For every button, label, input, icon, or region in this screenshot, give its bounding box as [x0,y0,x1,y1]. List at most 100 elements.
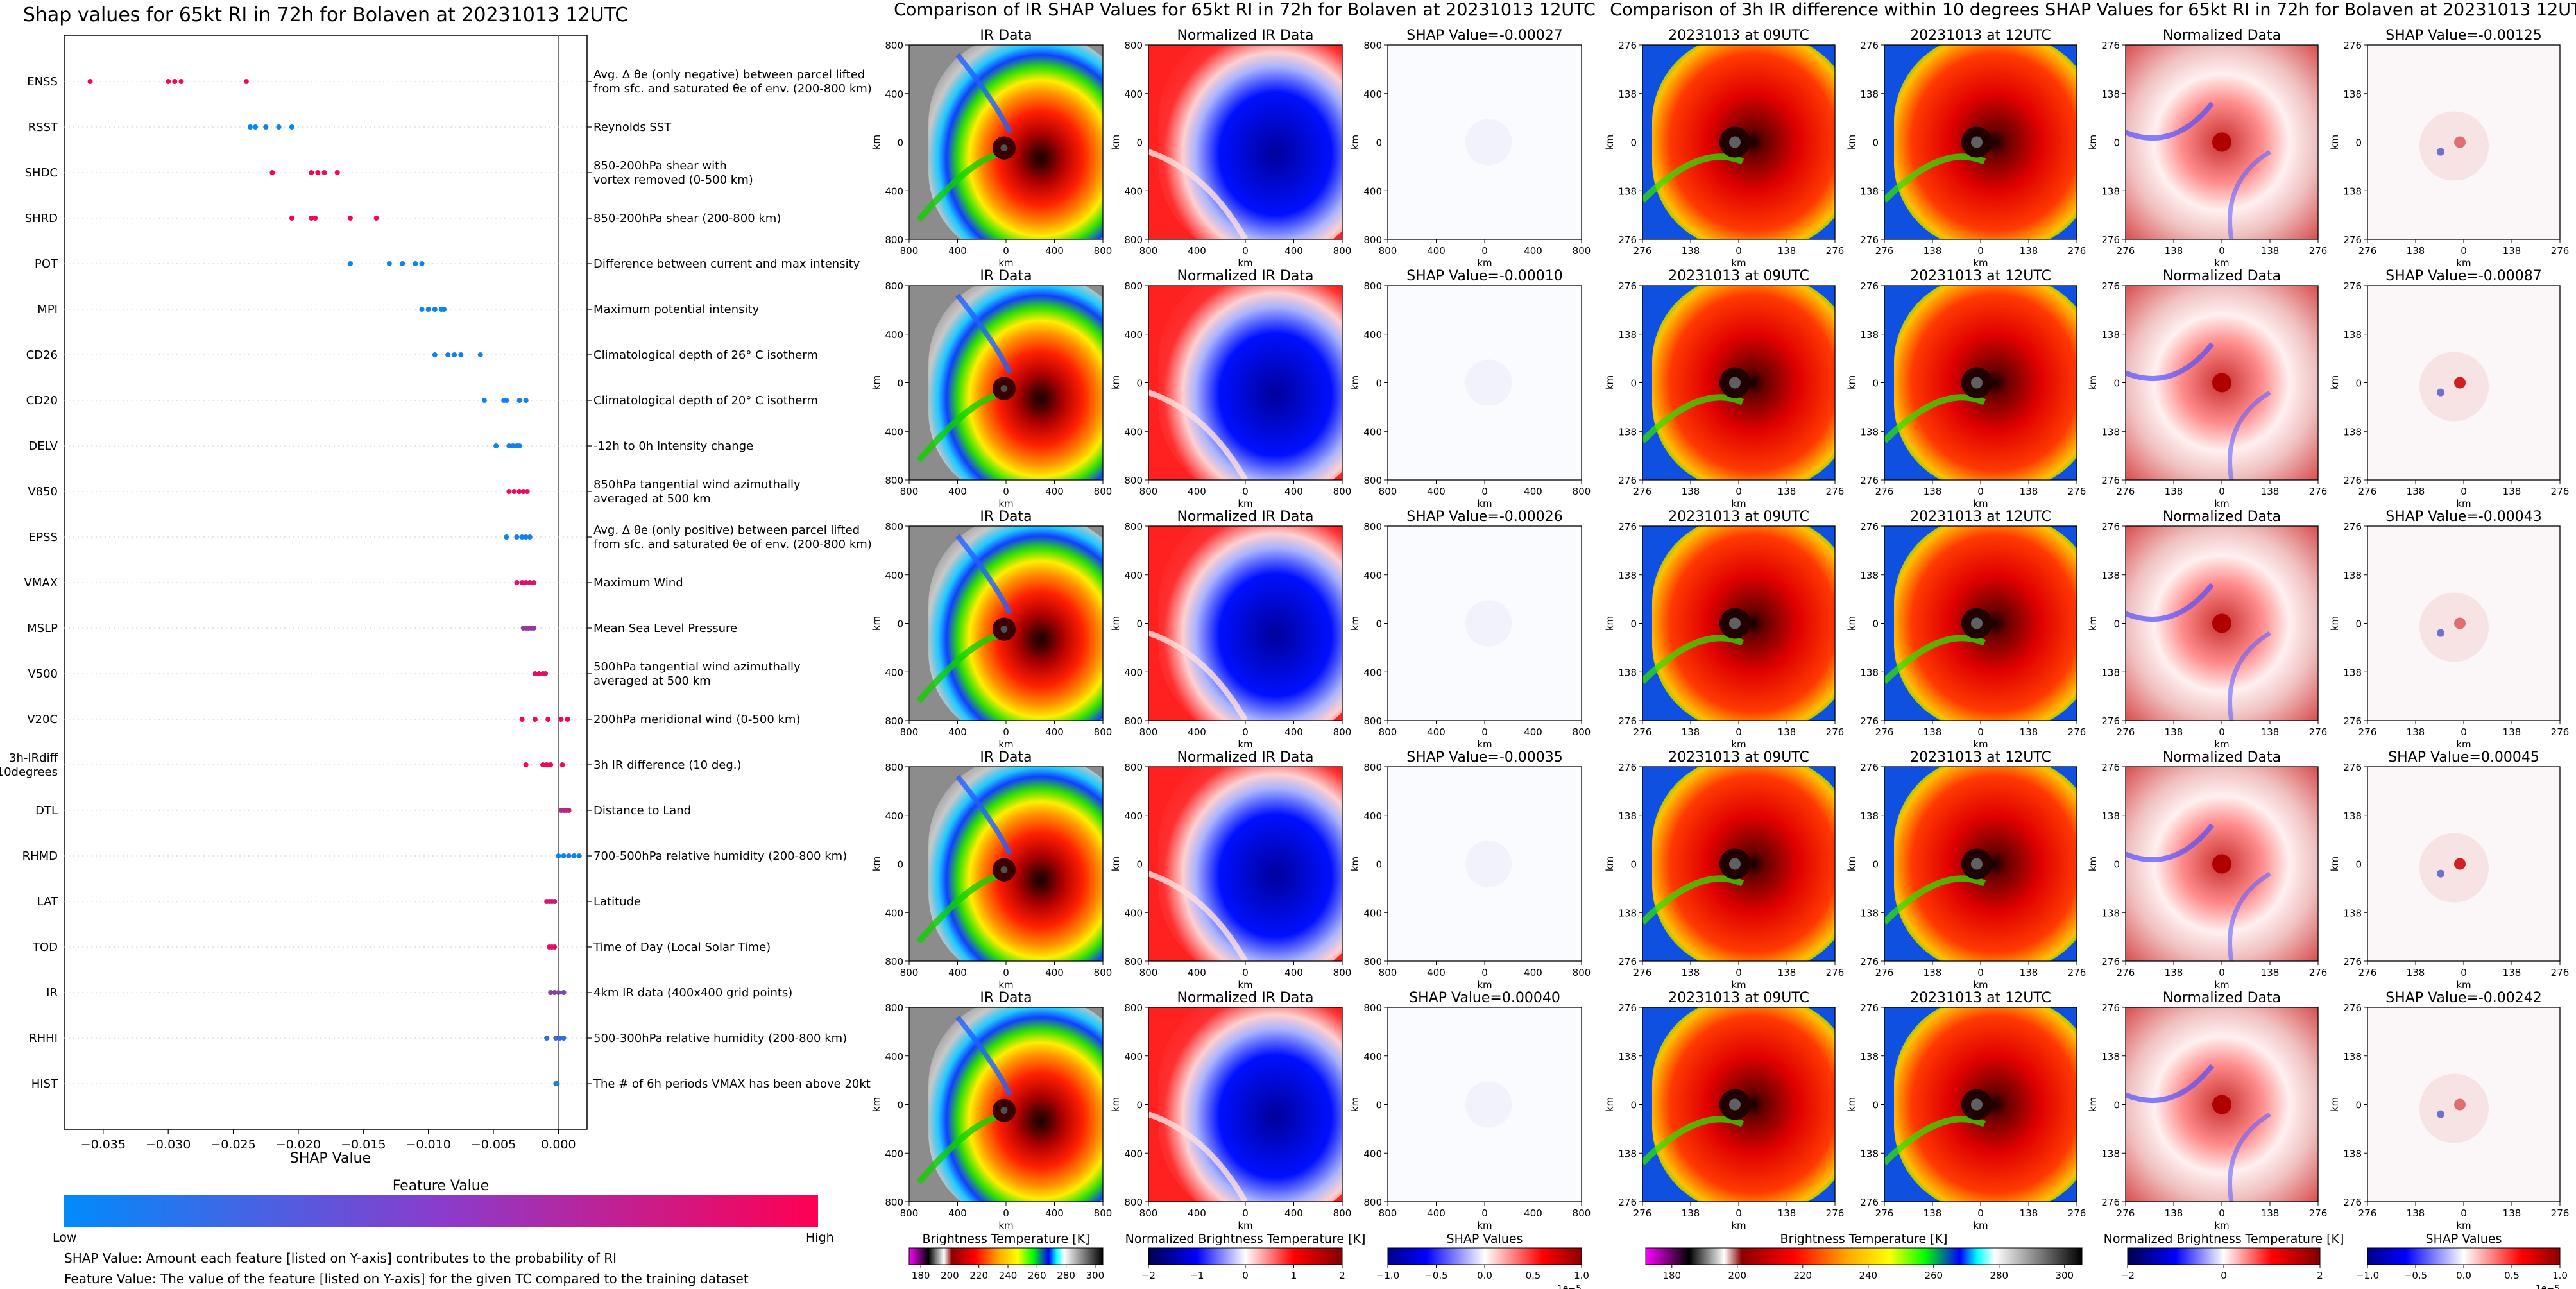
y-axis-label: km [1604,857,1616,871]
y-tick-label: 400 [1124,1148,1143,1159]
diff-ir-cloud [1652,1007,1835,1202]
image-panel: 20231013 at 12UTC27627613813800138138276… [1846,509,2086,750]
image-panel: SHAP Value=-0.00010800800400400004004008… [1349,268,1591,509]
colorbar-high-label: High [806,1231,834,1245]
y-tick-label: 138 [1618,907,1637,919]
y-tick-label: 138 [2343,1051,2362,1063]
y-tick-label: 0 [1630,1100,1637,1111]
panel-image [1884,286,2077,480]
shap-point [309,216,314,221]
diff-norm-band [2126,1064,2215,1103]
diff-ir-eye [1971,136,1983,148]
y-tick-label: 400 [885,1051,903,1063]
diff-shap-core [2454,1098,2466,1111]
y-tick-label: 800 [1124,521,1143,533]
x-axis-label: km [998,738,1013,750]
panel-image [2126,286,2318,480]
shap-point [519,717,525,722]
colorbar-tick-label: 200 [1728,1270,1746,1281]
y-tick-label: 400 [1363,89,1382,100]
y-tick-label: 0 [1630,137,1637,149]
ir-rainband [955,1015,1012,1097]
x-tick-label: 0 [1242,967,1249,978]
y-tick-label: 800 [1124,40,1143,51]
x-axis-label: km [2456,979,2471,991]
panel-image [1642,526,1835,721]
panel-title: SHAP Value=-0.00026 [1406,509,1563,525]
ir-rainband [955,774,1012,856]
diff-ir-band [1884,394,1986,443]
x-tick-label: 138 [1778,245,1796,257]
colorbar-tick-label: 0 [1242,1270,1249,1281]
feature-description: Climatological depth of 26° C isotherm [593,348,818,362]
colorbar-title: Normalized Brightness Temperature [K] [1125,1232,1366,1246]
y-tick-label: 800 [1363,40,1382,51]
panel-image [2367,1007,2560,1202]
y-tick-label: 276 [1618,1002,1637,1014]
shap-point [419,307,425,312]
diff-norm-band [2228,871,2271,961]
x-tick-label: 276 [2117,967,2135,978]
x-tick-label: 138 [2407,1208,2425,1219]
diff-norm-band [2126,342,2215,381]
y-tick-label: 400 [885,185,903,197]
colorbar-tick-label: 240 [1859,1270,1877,1281]
y-tick-label: 0 [1136,137,1143,149]
x-axis-label: km [1477,257,1492,269]
y-tick-label: 138 [2343,907,2362,919]
colorbar-tick-label: 240 [999,1270,1018,1281]
diff-ir-cloud [1652,767,1835,961]
diff-norm-core [2212,1095,2231,1114]
y-tick-label: 400 [1124,329,1143,341]
panel-title: 20231013 at 09UTC [1668,268,1809,284]
y-tick-label: 400 [1124,570,1143,581]
y-tick-label: 0 [1630,619,1637,630]
x-tick-label: 0 [1481,1208,1488,1219]
y-tick-label: 0 [1872,137,1879,149]
y-tick-label: 800 [1363,280,1382,292]
x-axis-label: km [1477,979,1492,991]
x-axis-label: km [2214,1220,2229,1231]
ir-group-title: Comparison of IR SHAP Values for 65kt RI… [894,0,1596,20]
x-tick-label: 400 [1427,967,1446,978]
shap-point [565,717,570,722]
x-tick-label: 276 [2358,967,2377,978]
y-tick-label: 276 [1618,715,1637,727]
y-tick-label: 400 [1124,185,1143,197]
y-axis-label: km [2329,135,2341,149]
y-axis-label: km [871,135,882,149]
shap-point [561,853,567,858]
y-axis-label: km [2087,616,2099,631]
y-tick-label: 0 [897,378,903,389]
shap-point [552,899,558,904]
norm-band [1148,1111,1248,1202]
y-tick-label: 276 [2343,40,2362,51]
colorbar-tick-label: 300 [2055,1270,2074,1281]
x-axis-label: SHAP Value [290,1150,371,1166]
diff-group-title: Comparison of 3h IR difference within 10… [1610,0,2576,20]
panel-title: IR Data [980,990,1032,1006]
shap-point [172,79,178,84]
feature-description: Latitude [593,895,641,909]
diff-norm-band [2228,390,2271,480]
panel-image [909,526,1103,721]
y-tick-label: 800 [885,234,903,246]
colorbar-title: Brightness Temperature [K] [1780,1232,1948,1246]
feature-value-colorbar [64,1195,818,1227]
panel-title: Normalized Data [2163,28,2281,44]
x-tick-label: 0 [1242,486,1249,497]
shap-point [558,717,564,722]
y-tick-label: 138 [1618,810,1637,822]
image-panel: 20231013 at 12UTC27627613813800138138276… [1846,990,2086,1231]
y-tick-label: 276 [1618,762,1637,773]
shap-point [544,762,550,767]
y-axis-label: km [1604,1097,1616,1112]
y-tick-label: 0 [897,137,903,149]
x-axis-label: km [1973,257,1988,269]
x-tick-label: 138 [1778,726,1796,738]
x-tick-label: 276 [2117,486,2135,497]
panel-image [1884,45,2077,239]
colorbar: Brightness Temperature [K] 180 200 220 240 26… [1645,1232,2083,1281]
x-tick-label: 138 [2020,726,2038,738]
